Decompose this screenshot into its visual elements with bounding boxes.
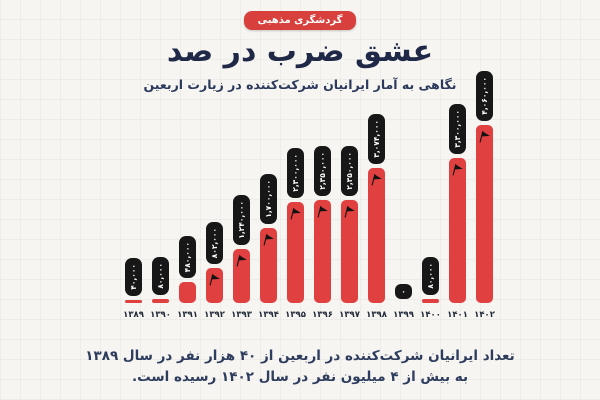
page-subtitle: نگاهی به آمار ایرانیان شرکت‌کننده در زیا…: [143, 77, 457, 92]
value-label: ۲,۳۵۰,۰۰۰: [318, 152, 327, 190]
flag-icon: [344, 206, 355, 218]
value-label: ۳,۰۷۴,۰۰۰: [372, 120, 381, 158]
bar: [152, 299, 169, 303]
bar-column: ۱,۷۰۰,۰۰۰ ۱۳۹۴: [258, 174, 279, 320]
value-label-pill: ۸۰۲,۰۰۰: [206, 221, 223, 264]
value-label: ۸۰,۰۰۰: [156, 263, 165, 289]
year-label: ۱۴۰۲: [474, 310, 495, 320]
value-label: ۰: [401, 287, 406, 296]
year-label: ۱۳۹۴: [258, 310, 279, 320]
value-label-pill: ۸۰,۰۰۰: [152, 257, 169, 295]
year-label: ۱۴۰۱: [447, 310, 468, 320]
flag-icon: [371, 174, 382, 186]
value-label-pill: ۴,۰۶۰,۰۰۰: [476, 71, 493, 121]
bar-column: ۸۰,۰۰۰ ۱۴۰۰: [420, 257, 441, 320]
bar-column: ۴۰,۰۰۰ ۱۳۸۹: [123, 257, 144, 320]
bar-column: ۸۰۲,۰۰۰ ۱۳۹۲: [204, 221, 225, 320]
value-label: ۴,۰۶۰,۰۰۰: [480, 77, 489, 115]
value-label: ۴۸۰,۰۰۰: [183, 241, 192, 272]
bar: [368, 168, 385, 303]
bar: [233, 249, 250, 303]
value-label-pill: ۸۰,۰۰۰: [422, 257, 439, 295]
footer-line-2: به بیش از ۴ میلیون نفر در سال ۱۴۰۲ رسیده…: [131, 369, 469, 386]
header: گردشگری مذهبی عشق ضرب در صد نگاهی به آما…: [0, 0, 600, 92]
value-label: ۱,۲۴۰,۰۰۰: [237, 201, 246, 239]
bar-column: ۰ ۱۳۹۹: [393, 284, 414, 320]
flag-icon: [290, 208, 301, 220]
value-label: ۲,۳۰۰,۰۰۰: [291, 154, 300, 192]
bar: [341, 200, 358, 303]
flag-icon: [452, 164, 463, 176]
bar-column: ۲,۳۰۰,۰۰۰ ۱۳۹۵: [285, 148, 306, 320]
bar-column: ۲,۳۵۰,۰۰۰ ۱۳۹۷: [339, 146, 360, 320]
value-label: ۴۰,۰۰۰: [129, 263, 138, 290]
category-badge: گردشگری مذهبی: [243, 11, 357, 30]
chart-bars-row: ۴۰,۰۰۰ ۱۳۸۹ ۸۰,۰۰۰ ۱۳۹۰ ۴۸۰,۰۰۰ ۱۳۹۱ ۸۰۲,۰۰۰ ۱۳…: [123, 71, 495, 320]
value-label-pill: ۲,۳۵۰,۰۰۰: [314, 146, 331, 196]
year-label: ۱۴۰۰: [420, 310, 441, 320]
bar-column: ۴,۰۶۰,۰۰۰ ۱۴۰۲: [474, 71, 495, 320]
year-label: ۱۳۹۱: [177, 310, 198, 320]
year-label: ۱۳۹۵: [285, 310, 306, 320]
bar-column: ۸۰,۰۰۰ ۱۳۹۰: [150, 257, 171, 320]
bar: [314, 200, 331, 303]
flag-icon: [209, 274, 220, 286]
bar: [206, 268, 223, 303]
bar: [287, 202, 304, 303]
year-label: ۱۳۹۸: [366, 310, 387, 320]
arbaeen-bar-chart: ۴۰,۰۰۰ ۱۳۸۹ ۸۰,۰۰۰ ۱۳۹۰ ۴۸۰,۰۰۰ ۱۳۹۱ ۸۰۲,۰۰۰ ۱۳…: [0, 71, 600, 320]
value-label: ۲,۳۵۰,۰۰۰: [345, 152, 354, 190]
value-label-pill: ۲,۳۵۰,۰۰۰: [341, 146, 358, 196]
value-label: ۸۰۲,۰۰۰: [210, 227, 219, 258]
value-label: ۸۰,۰۰۰: [426, 263, 435, 289]
flag-icon: [263, 234, 274, 246]
year-label: ۱۳۹۹: [393, 310, 414, 320]
flag-icon: [479, 131, 490, 143]
value-label-pill: ۴۸۰,۰۰۰: [179, 235, 196, 278]
value-label-pill: ۲,۳۰۰,۰۰۰: [287, 148, 304, 198]
flag-icon: [236, 255, 247, 267]
value-label-pill: ۴۰,۰۰۰: [125, 257, 142, 296]
page-title: عشق ضرب در صد: [166, 34, 434, 69]
bar: [476, 125, 493, 303]
bar: [422, 299, 439, 303]
bar-column: ۳,۰۷۴,۰۰۰ ۱۳۹۸: [366, 114, 387, 320]
year-label: ۱۳۹۶: [312, 310, 333, 320]
flag-icon: [317, 206, 328, 218]
value-label: ۱,۷۰۰,۰۰۰: [264, 180, 273, 218]
bar: [260, 228, 277, 303]
footer-line-1: تعداد ایرانیان شرکت‌کننده در اربعین از ۴…: [85, 348, 515, 365]
bar: [449, 158, 466, 303]
value-label-pill: ۱,۷۰۰,۰۰۰: [260, 174, 277, 224]
value-label-pill: ۳,۰۷۴,۰۰۰: [368, 114, 385, 164]
year-label: ۱۳۹۷: [339, 310, 360, 320]
year-label: ۱۳۸۹: [123, 310, 144, 320]
value-label-pill: ۳,۳۰۰,۰۰۰: [449, 104, 466, 154]
year-label: ۱۳۹۳: [231, 310, 252, 320]
value-label-pill: ۰: [395, 284, 412, 299]
value-label: ۳,۳۰۰,۰۰۰: [453, 110, 462, 148]
bar-column: ۲,۳۵۰,۰۰۰ ۱۳۹۶: [312, 146, 333, 320]
year-label: ۱۳۹۲: [204, 310, 225, 320]
value-label-pill: ۱,۲۴۰,۰۰۰: [233, 195, 250, 245]
bar-column: ۱,۲۴۰,۰۰۰ ۱۳۹۳: [231, 195, 252, 320]
bar: [179, 282, 196, 303]
bar-column: ۴۸۰,۰۰۰ ۱۳۹۱: [177, 235, 198, 320]
footer-caption: تعداد ایرانیان شرکت‌کننده در اربعین از ۴…: [0, 346, 600, 388]
bar-column: ۳,۳۰۰,۰۰۰ ۱۴۰۱: [447, 104, 468, 320]
year-label: ۱۳۹۰: [150, 310, 171, 320]
bar: [125, 299, 142, 303]
